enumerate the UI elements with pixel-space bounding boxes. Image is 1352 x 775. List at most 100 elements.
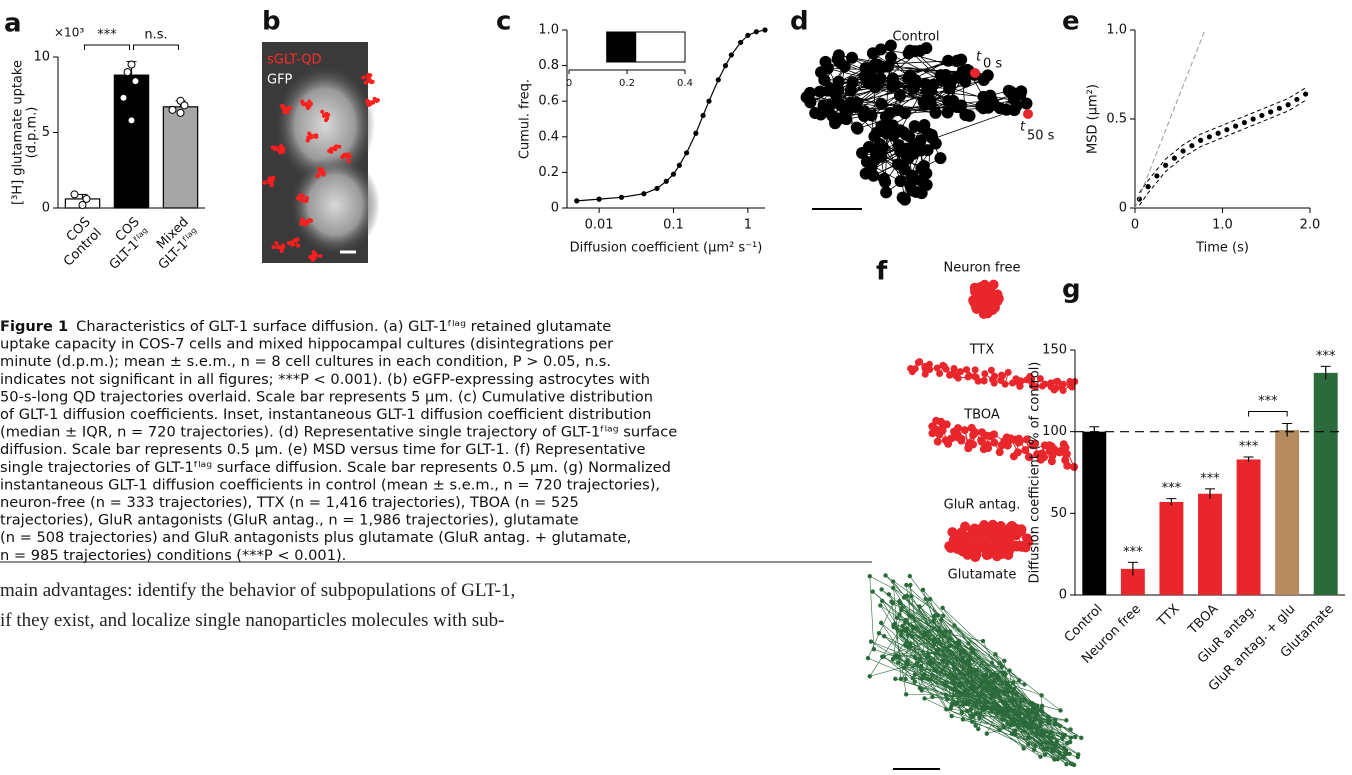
data-point — [128, 117, 135, 124]
significance: *** — [1123, 545, 1143, 560]
trajectory-point — [959, 76, 971, 88]
trajectory-point — [907, 83, 919, 95]
trajectory-point — [942, 106, 954, 118]
trajectory-point — [960, 521, 970, 531]
trajectory-point — [991, 679, 995, 683]
trajectory-point — [1055, 739, 1059, 743]
trajectory-point — [996, 448, 1004, 456]
trajectory-point — [875, 43, 887, 55]
data-point — [597, 197, 602, 202]
caption-line: single trajectories of GLT-1ᶠˡᵃᵍ surface… — [0, 459, 671, 476]
data-point — [1207, 134, 1212, 139]
trajectory-point — [997, 728, 1001, 732]
trajectory-point — [970, 719, 974, 723]
trajectory-point — [969, 685, 973, 689]
trajectory-point — [955, 375, 962, 382]
trajectory-point — [366, 100, 370, 104]
trajectory-point — [948, 629, 952, 633]
trajectory-point — [967, 664, 971, 668]
y-tick-label: 0.8 — [538, 58, 559, 73]
trajectory-point — [313, 134, 317, 138]
trajectory-point — [868, 574, 872, 578]
trajectory-point — [899, 107, 911, 119]
trajectory-point — [309, 219, 313, 223]
significance: n.s. — [144, 28, 167, 43]
trajectory-point — [955, 99, 967, 111]
trajectory-point — [296, 244, 300, 248]
trajectory-label: Neuron free — [944, 261, 1021, 276]
trajectory-point — [871, 589, 875, 593]
data-point — [71, 191, 78, 198]
data-point — [124, 69, 131, 76]
caption-line: (n = 508 trajectories) and GluR antagoni… — [0, 529, 631, 546]
caption-line: indicates not significant in all figures… — [0, 371, 650, 388]
trajectory-point — [1028, 716, 1032, 720]
trajectory-point — [957, 437, 965, 445]
trajectory-point — [1002, 381, 1009, 388]
panel-label: f — [876, 257, 888, 287]
y-tick-label: 1.0 — [538, 23, 559, 38]
trajectory-point — [833, 76, 845, 88]
data-point — [619, 195, 624, 200]
trajectory-point — [883, 573, 887, 577]
trajectory-point — [1054, 722, 1058, 726]
trajectory-point — [935, 668, 939, 672]
trajectory-point — [892, 158, 904, 170]
trajectory-point — [891, 623, 895, 627]
y-tick-label: 150 — [1042, 343, 1067, 358]
box-lower — [607, 32, 636, 62]
significance: *** — [1239, 439, 1259, 454]
trajectory-point — [943, 634, 947, 638]
trajectory-point — [919, 676, 923, 680]
image-label: GFP — [267, 73, 293, 88]
trajectory-point — [814, 86, 826, 98]
data-point — [1233, 124, 1238, 129]
image-label: sGLT-QD — [267, 53, 321, 68]
trajectory-point — [903, 47, 915, 59]
trajectory-point — [1073, 735, 1077, 739]
trajectory-point — [273, 147, 277, 151]
trajectory-point — [903, 677, 907, 681]
trajectory-point — [919, 664, 923, 668]
axis-multiplier: ×10³ — [54, 26, 84, 40]
trajectory-point — [1017, 706, 1021, 710]
bar — [1275, 430, 1299, 595]
trajectory-point — [899, 194, 911, 206]
trajectory-point — [908, 574, 912, 578]
trajectory-point — [1008, 723, 1012, 727]
caption-line: of GLT-1 diffusion coefficients. Inset, … — [0, 406, 651, 423]
trajectory-point — [874, 138, 886, 150]
trajectory-point — [973, 723, 977, 727]
data-point — [1146, 184, 1151, 189]
trajectory-point — [897, 654, 901, 658]
caption-text: Characteristics of GLT-1 surface diffusi… — [76, 318, 611, 335]
trajectory-point — [1002, 659, 1006, 663]
trajectory-point — [902, 666, 906, 670]
y-tick-label: 50 — [1050, 506, 1067, 521]
trajectory-point — [281, 244, 285, 248]
trajectory-point — [962, 688, 966, 692]
trajectory-point — [371, 101, 375, 105]
trajectory-point — [968, 549, 978, 559]
trajectory-point — [990, 661, 994, 665]
trajectory-point — [985, 731, 989, 735]
trajectory-point — [291, 243, 295, 247]
trajectory-point — [1058, 751, 1062, 755]
trajectory-point — [371, 80, 375, 84]
time-label: t — [1020, 120, 1026, 135]
trajectory-point — [942, 95, 954, 107]
trajectory-point — [1033, 744, 1037, 748]
y-axis-label: (d.p.m.) — [25, 107, 40, 159]
trajectory-point — [981, 686, 985, 690]
trajectory-point — [1000, 718, 1004, 722]
trajectory-point — [875, 98, 887, 110]
data-point — [1172, 156, 1177, 161]
trajectory-point — [1052, 757, 1056, 761]
trajectory-point — [907, 140, 919, 152]
trajectory-point — [950, 365, 957, 372]
trajectory-point — [887, 72, 899, 84]
trajectory-label: Glutamate — [948, 568, 1017, 583]
trajectory-point — [1005, 690, 1009, 694]
trajectory-point — [878, 603, 882, 607]
trajectory-point — [307, 104, 311, 108]
